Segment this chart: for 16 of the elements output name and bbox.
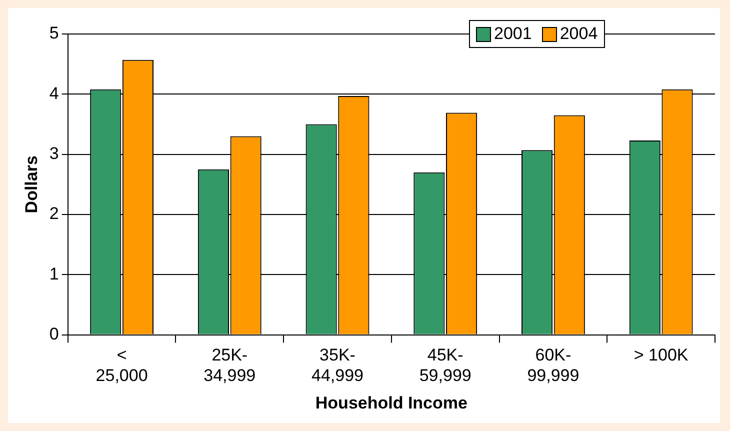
x-tick-label: < 25,000 — [96, 346, 148, 386]
y-tick-label: 0 — [49, 324, 59, 344]
x-tick-label: 35K- 44,999 — [312, 346, 364, 386]
x-tick-label: > 100K — [634, 346, 689, 365]
y-tick-label: 5 — [49, 24, 59, 43]
legend-label: 2001 — [494, 24, 532, 44]
x-tick-label: 25K- 34,999 — [204, 346, 256, 386]
y-tick-label: 2 — [49, 204, 59, 224]
y-tick-label: 4 — [49, 84, 59, 103]
x-tick-label: 45K- 59,999 — [419, 346, 472, 386]
x-tick-label: 60K- 99,999 — [527, 346, 580, 386]
y-axis-title: Dollars — [22, 156, 41, 214]
legend-label: 2004 — [560, 24, 598, 44]
y-tick-label: 1 — [49, 264, 59, 284]
y-tick-label: 3 — [49, 144, 59, 164]
x-axis-title: Household Income — [315, 393, 468, 412]
